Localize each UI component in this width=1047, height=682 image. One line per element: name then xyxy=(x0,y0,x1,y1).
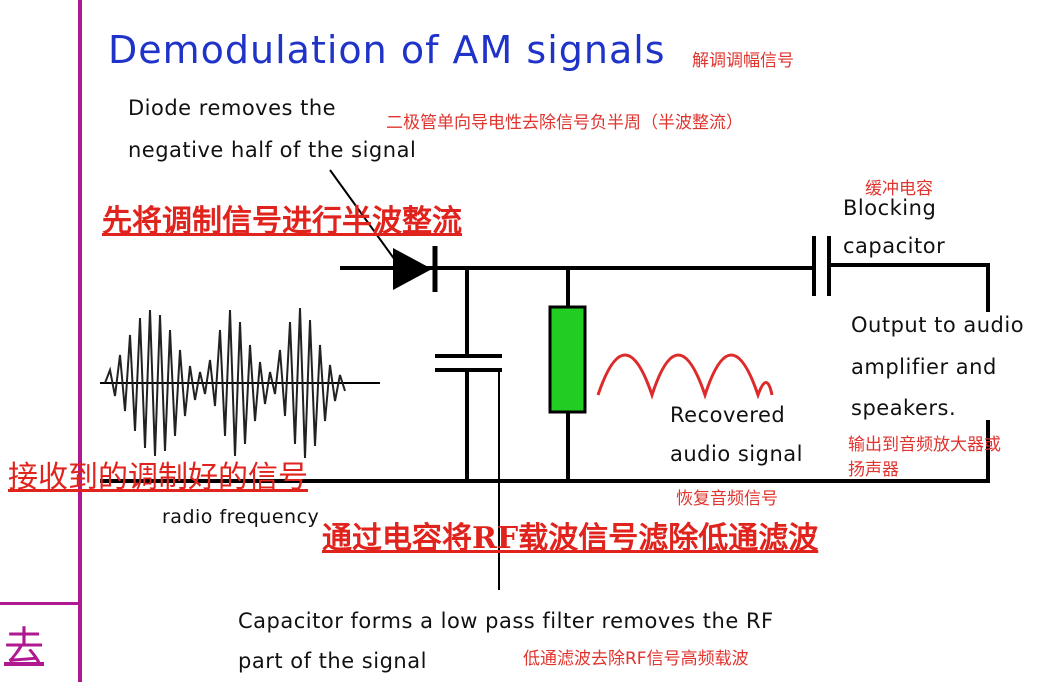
capacitor-label-line2: part of the signal xyxy=(238,649,427,673)
output-translation-line2: 扬声器 xyxy=(848,460,899,480)
output-label-line1: Output to audio xyxy=(851,313,1025,337)
rf-label: radio frequency xyxy=(162,506,320,528)
step2-heading: 通过电容将RF载波信号滤除低通滤波 xyxy=(322,521,819,556)
diode-symbol xyxy=(393,248,432,290)
recovered-label-line2: audio signal xyxy=(670,442,803,466)
blocking-cap-label-line2: capacitor xyxy=(843,234,946,258)
output-label-line3: speakers. xyxy=(851,396,957,420)
page-title: Demodulation of AM signals xyxy=(108,28,666,72)
capacitor-translation: 低通滤波去除RF信号高频载波 xyxy=(523,649,749,669)
capacitor-label-line1: Capacitor forms a low pass filter remove… xyxy=(238,609,774,633)
margin-character: 去 xyxy=(4,624,44,670)
recovered-translation: 恢复音频信号 xyxy=(676,489,778,509)
received-signal-heading: 接收到的调制好的信号 xyxy=(8,460,308,495)
blocking-cap-label-line1: Blocking xyxy=(843,196,937,220)
resistor xyxy=(548,305,587,414)
blocking-cap-translation: 缓冲电容 xyxy=(865,179,933,199)
diode-pointer xyxy=(329,169,396,261)
diode-label-line2: negative half of the signal xyxy=(128,138,417,162)
diode-translation: 二极管单向导电性去除信号负半周（半波整流） xyxy=(386,113,743,133)
step1-heading: 先将调制信号进行半波整流 xyxy=(102,204,462,239)
recovered-label-line1: Recovered xyxy=(670,403,786,427)
am-signal-wave xyxy=(104,307,346,459)
output-label-line2: amplifier and xyxy=(851,355,997,379)
audio-wave xyxy=(596,353,774,400)
margin-horizontal-bar xyxy=(0,602,80,605)
margin-vertical-bar xyxy=(78,0,82,682)
title-translation: 解调调幅信号 xyxy=(692,51,794,71)
output-translation-line1: 输出到音频放大器或 xyxy=(848,435,1001,455)
diode-label-line1: Diode removes the xyxy=(128,96,337,120)
